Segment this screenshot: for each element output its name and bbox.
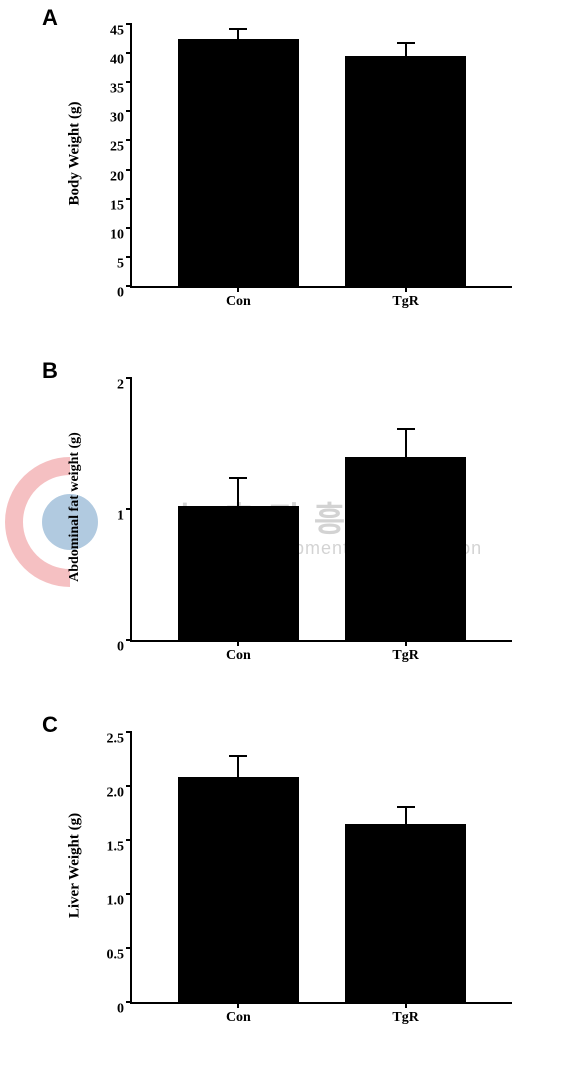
bar: [178, 39, 300, 286]
y-tick-mark: [126, 285, 132, 287]
y-tick-label: 15: [82, 198, 124, 213]
figure: 농촌진흥청 Rural Development Administration A…: [0, 0, 577, 1066]
y-tick-mark: [126, 110, 132, 112]
x-tick-label: TgR: [392, 1010, 418, 1026]
panel-C-label: C: [42, 712, 58, 738]
y-tick-mark: [126, 785, 132, 787]
x-tick-label: TgR: [392, 294, 418, 310]
x-tick-mark: [405, 640, 407, 646]
y-tick-label: 20: [82, 169, 124, 184]
x-tick-mark: [405, 1002, 407, 1008]
x-tick-mark: [237, 286, 239, 292]
y-tick-label: 1.0: [82, 894, 124, 909]
panel-B-plot: 012ConTgR: [130, 378, 512, 642]
y-tick-mark: [126, 81, 132, 83]
y-tick-mark: [126, 23, 132, 25]
y-tick-mark: [126, 508, 132, 510]
x-tick-label: Con: [226, 294, 251, 310]
y-tick-mark: [126, 731, 132, 733]
y-tick-label: 40: [82, 53, 124, 68]
error-bar: [237, 29, 239, 38]
y-tick-label: 10: [82, 227, 124, 242]
y-tick-mark: [126, 198, 132, 200]
y-tick-label: 2.0: [82, 786, 124, 801]
y-tick-label: 2: [82, 378, 124, 393]
error-bar: [405, 43, 407, 56]
y-tick-label: 1: [82, 509, 124, 524]
x-tick-label: Con: [226, 1010, 251, 1026]
y-tick-mark: [126, 139, 132, 141]
y-tick-label: 30: [82, 111, 124, 126]
error-cap: [229, 28, 247, 30]
y-tick-label: 0: [82, 286, 124, 301]
error-bar: [237, 756, 239, 778]
x-tick-mark: [405, 286, 407, 292]
y-tick-label: 0: [82, 1002, 124, 1017]
x-tick-mark: [237, 1002, 239, 1008]
y-tick-label: 5: [82, 256, 124, 271]
y-tick-label: 35: [82, 82, 124, 97]
error-bar: [405, 429, 407, 457]
error-cap: [397, 428, 415, 430]
y-tick-label: 1.5: [82, 840, 124, 855]
panel-A-plot: 051015202530354045ConTgR: [130, 24, 512, 288]
panel-A-label: A: [42, 5, 58, 31]
bar: [178, 777, 300, 1002]
x-tick-mark: [237, 640, 239, 646]
y-tick-mark: [126, 947, 132, 949]
error-cap: [229, 477, 247, 479]
y-tick-mark: [126, 893, 132, 895]
y-tick-label: 25: [82, 140, 124, 155]
y-tick-mark: [126, 227, 132, 229]
bar: [178, 506, 300, 640]
panel-C-plot: 00.51.01.52.02.5ConTgR: [130, 732, 512, 1004]
x-tick-label: TgR: [392, 648, 418, 664]
error-cap: [229, 755, 247, 757]
y-tick-label: 45: [82, 24, 124, 39]
error-cap: [397, 42, 415, 44]
y-tick-mark: [126, 1001, 132, 1003]
panel-C-ylabel: Liver Weight (g): [67, 786, 84, 946]
bar: [345, 56, 467, 286]
error-bar: [405, 807, 407, 824]
y-tick-mark: [126, 256, 132, 258]
y-tick-mark: [126, 52, 132, 54]
bar: [345, 457, 467, 640]
error-cap: [397, 806, 415, 808]
y-tick-label: 2.5: [82, 732, 124, 747]
y-tick-mark: [126, 839, 132, 841]
panel-B-label: B: [42, 358, 58, 384]
y-tick-mark: [126, 169, 132, 171]
panel-B-ylabel: Abdominal fat weight (g): [67, 412, 83, 602]
bar: [345, 824, 467, 1002]
panel-A-ylabel: Body Weight (g): [67, 74, 84, 234]
y-tick-mark: [126, 639, 132, 641]
y-tick-mark: [126, 377, 132, 379]
y-tick-label: 0: [82, 640, 124, 655]
x-tick-label: Con: [226, 648, 251, 664]
y-tick-label: 0.5: [82, 948, 124, 963]
error-bar: [237, 478, 239, 507]
